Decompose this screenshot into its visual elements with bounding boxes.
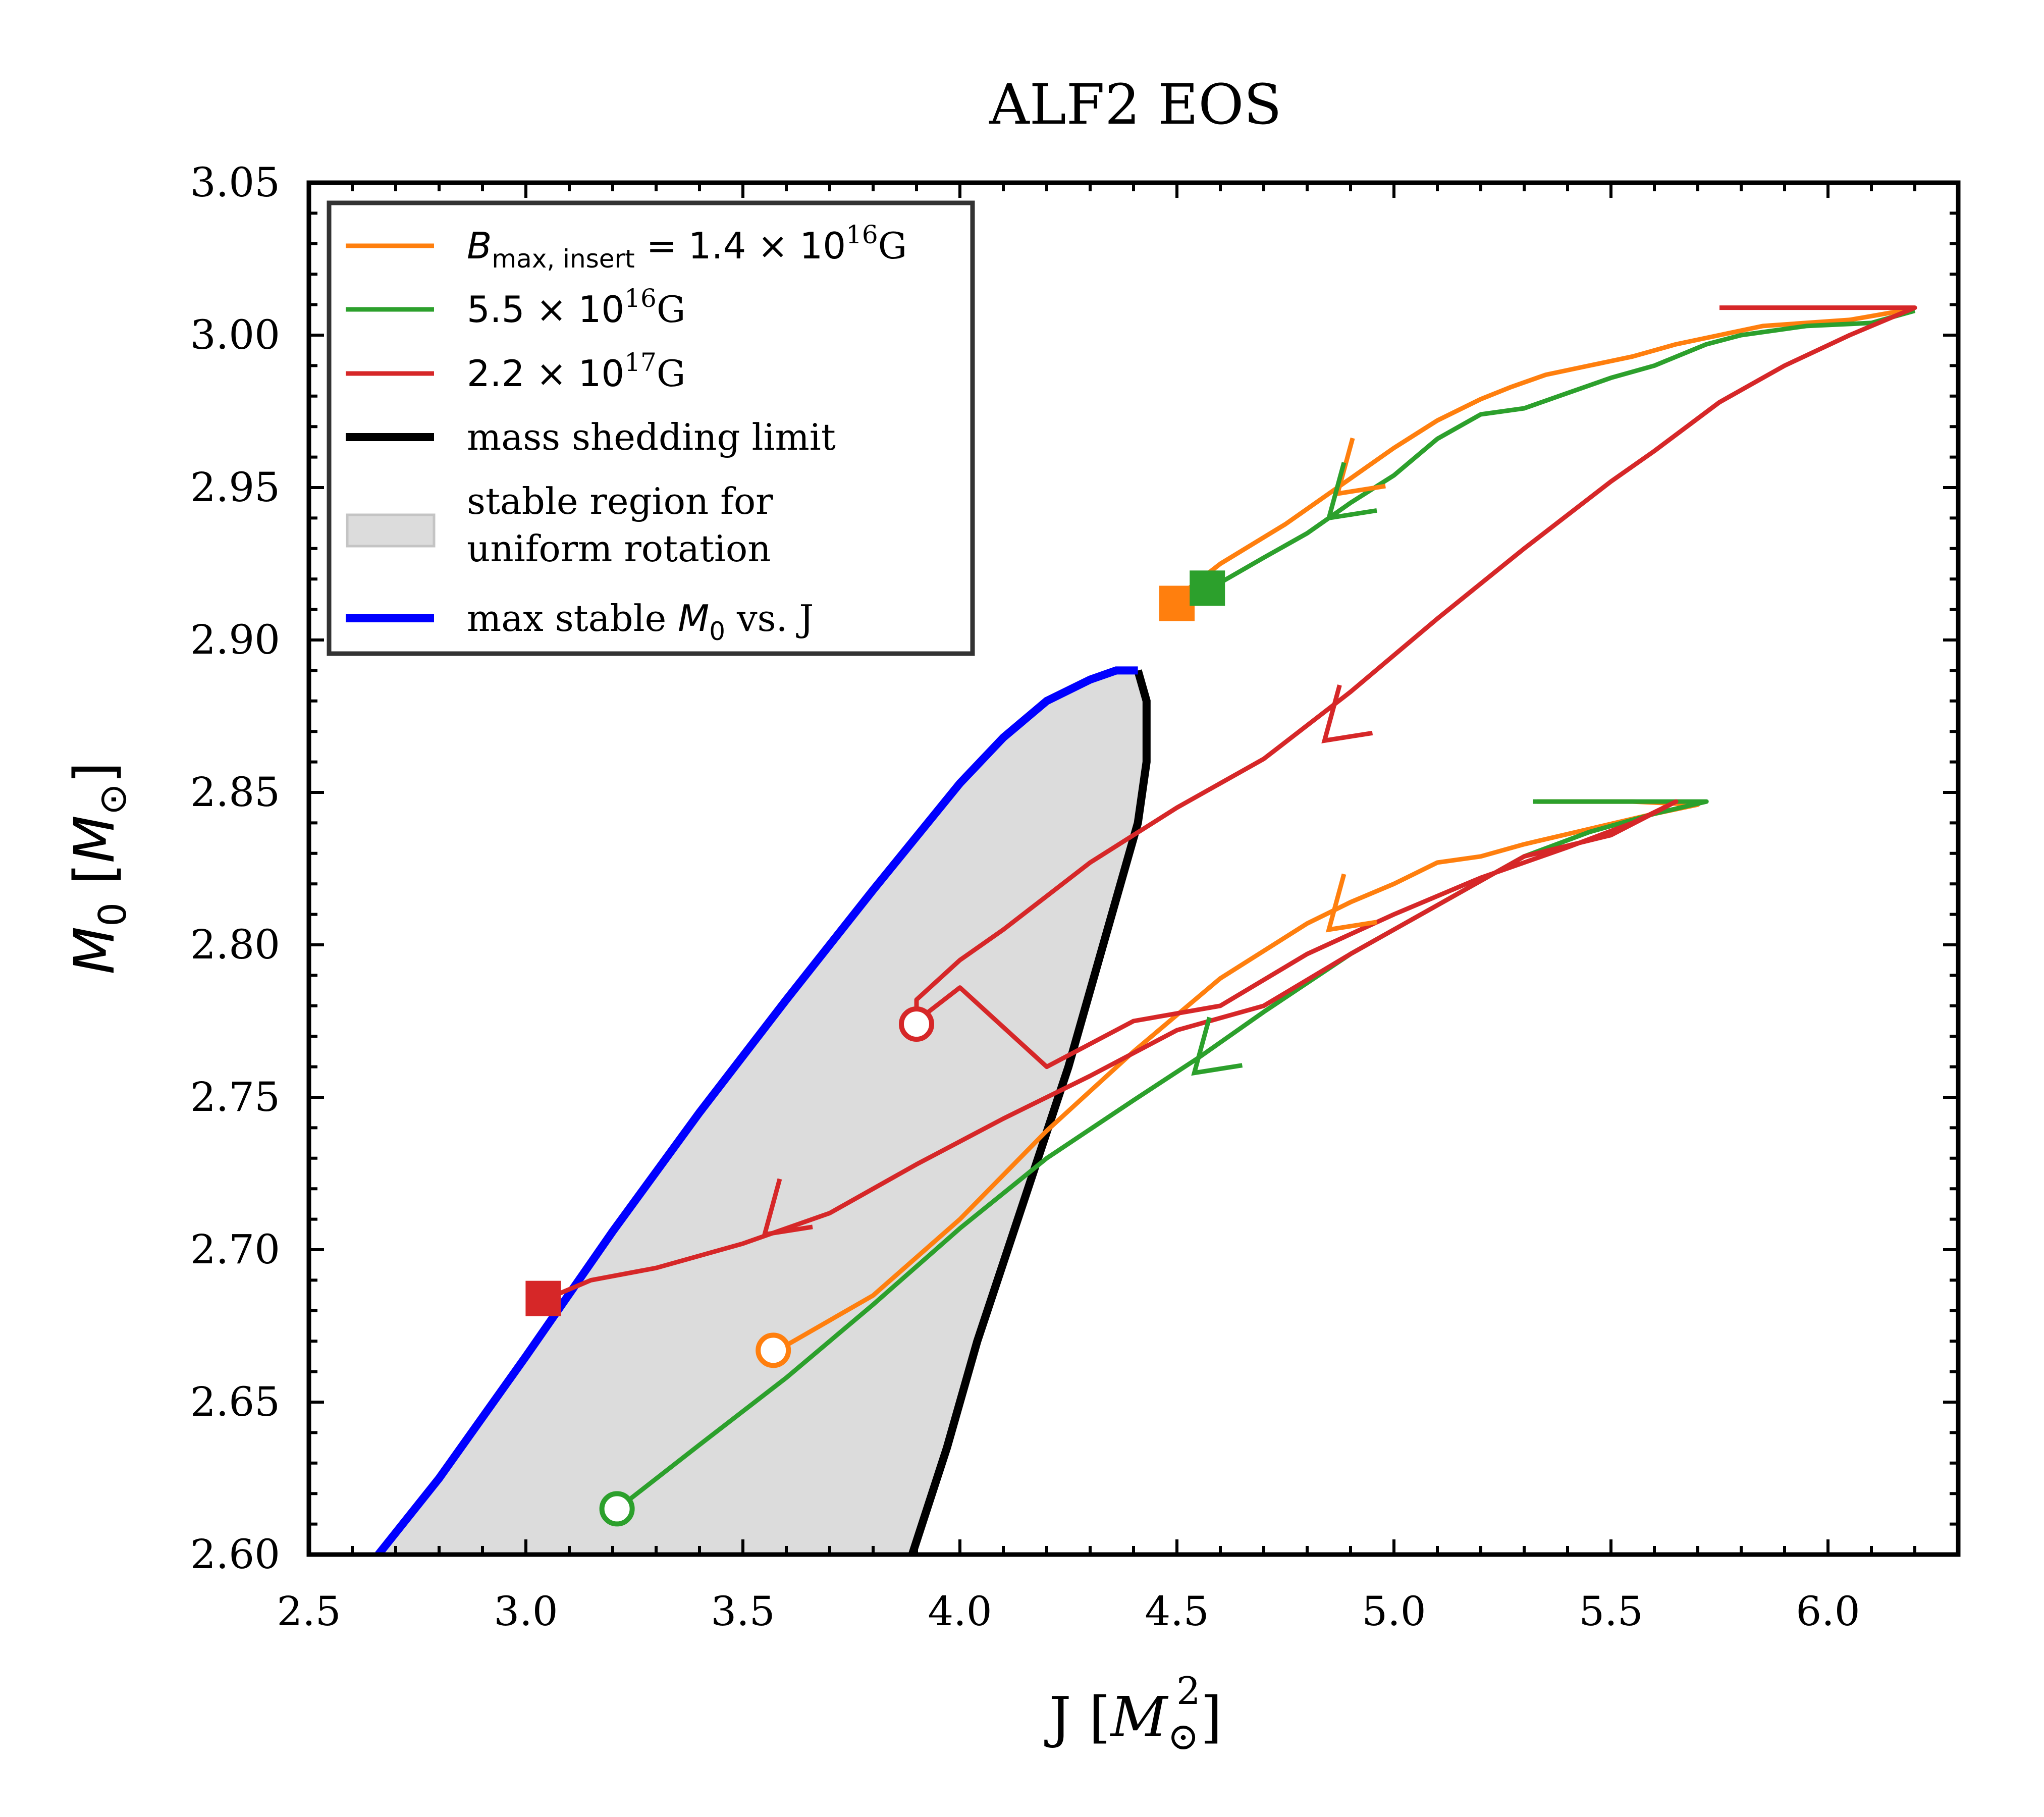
legend-label-5b: uniform rotation [467, 527, 771, 570]
legend-label-5a: stable region for [467, 480, 773, 522]
chart-title: ALF2 EOS [989, 72, 1282, 137]
tick-group [307, 181, 1960, 1556]
legend-label-4: mass shedding limit [467, 416, 836, 458]
y-tick-label-6: 2.85 [190, 769, 280, 816]
y-tick-label-10: 3.05 [190, 159, 280, 206]
legend-label-2: 5.5 × 1016G [467, 284, 685, 331]
legend-label-3: 2.2 × 1017G [467, 348, 685, 395]
legend: Bmax, insert = 1.4 × 1016G 5.5 × 1016G 2… [327, 200, 975, 656]
arrow-group [761, 437, 1386, 1238]
y-tick-label-3: 2.70 [190, 1226, 280, 1273]
series-line-1 [1179, 308, 1904, 596]
series-line-5 [547, 305, 1917, 1301]
end-marker-3 [525, 1280, 561, 1316]
direction-arrow-4 [1325, 873, 1377, 933]
start-marker-6 [599, 1491, 635, 1527]
start-marker-5 [756, 1332, 791, 1368]
y-tick-label-8: 2.95 [190, 464, 280, 511]
start-marker-4 [899, 1006, 934, 1042]
x-tick-label-7: 5.5 [1579, 1588, 1643, 1635]
y-tick-label-2: 2.65 [190, 1378, 280, 1425]
legend-swatch-5 [346, 513, 436, 548]
x-tick-label-2: 3.0 [494, 1588, 558, 1635]
legend-label-1: Bmax, insert = 1.4 × 1016G [467, 220, 907, 274]
x-tick-labels: 2.5 3.0 3.5 4.0 4.5 5.0 5.5 6.0 [277, 1588, 1860, 1635]
x-axis-label: J [M⊙2] [1044, 1669, 1222, 1758]
y-tick-labels: 2.60 2.65 2.70 2.75 2.80 2.85 2.90 2.95 3.00 3.05 [190, 159, 280, 1578]
mass-shedding-line [908, 669, 1151, 1555]
end-marker-1 [1159, 585, 1195, 621]
direction-arrow-5 [1191, 1017, 1243, 1076]
x-tick-label-4: 4.0 [928, 1588, 992, 1635]
x-tick-label-8: 6.0 [1796, 1588, 1860, 1635]
y-tick-label-5: 2.80 [190, 921, 280, 968]
end-marker-2 [1190, 570, 1225, 606]
y-tick-label-1: 2.60 [190, 1531, 280, 1578]
y-tick-label-7: 2.90 [190, 616, 280, 663]
x-tick-label-5: 4.5 [1145, 1588, 1209, 1635]
y-axis-label: M0 [M⊙] [62, 762, 135, 974]
legend-label-6: max stable M0 vs. J [467, 597, 814, 646]
direction-arrow-6 [761, 1178, 813, 1238]
max-stable-line [375, 666, 1138, 1555]
x-tick-label-6: 5.0 [1362, 1588, 1426, 1635]
y-tick-label-4: 2.75 [190, 1074, 280, 1120]
legend-box [327, 200, 975, 656]
direction-arrow-2 [1325, 462, 1377, 521]
stable-region [378, 670, 1147, 1555]
marker-group [525, 570, 1225, 1527]
direction-arrow-3 [1321, 684, 1373, 743]
y-tick-label-9: 3.00 [190, 311, 280, 358]
series-line-4 [620, 799, 1709, 1508]
x-tick-label-1: 2.5 [277, 1588, 341, 1635]
x-tick-label-3: 3.5 [711, 1588, 775, 1635]
